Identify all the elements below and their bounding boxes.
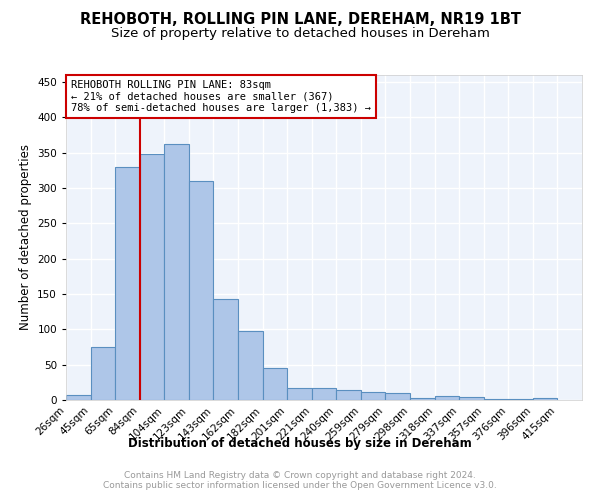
Y-axis label: Number of detached properties: Number of detached properties: [19, 144, 32, 330]
Bar: [115, 167, 140, 400]
Text: Contains HM Land Registry data © Crown copyright and database right 2024.
Contai: Contains HM Land Registry data © Crown c…: [103, 470, 497, 490]
Bar: [361, 392, 385, 400]
Text: Distribution of detached houses by size in Dereham: Distribution of detached houses by size …: [128, 438, 472, 450]
Bar: [336, 390, 361, 400]
Bar: [214, 299, 238, 400]
Bar: [533, 398, 557, 400]
Bar: [140, 154, 164, 400]
Bar: [91, 347, 115, 400]
Bar: [434, 396, 459, 400]
Bar: [484, 398, 508, 400]
Bar: [164, 144, 189, 400]
Text: REHOBOTH, ROLLING PIN LANE, DEREHAM, NR19 1BT: REHOBOTH, ROLLING PIN LANE, DEREHAM, NR1…: [79, 12, 521, 28]
Bar: [459, 397, 484, 400]
Bar: [410, 398, 434, 400]
Text: REHOBOTH ROLLING PIN LANE: 83sqm
← 21% of detached houses are smaller (367)
78% : REHOBOTH ROLLING PIN LANE: 83sqm ← 21% o…: [71, 80, 371, 113]
Bar: [385, 393, 410, 400]
Bar: [238, 332, 263, 400]
Bar: [66, 395, 91, 400]
Bar: [189, 181, 214, 400]
Bar: [287, 388, 312, 400]
Bar: [263, 368, 287, 400]
Text: Size of property relative to detached houses in Dereham: Size of property relative to detached ho…: [110, 28, 490, 40]
Bar: [312, 388, 336, 400]
